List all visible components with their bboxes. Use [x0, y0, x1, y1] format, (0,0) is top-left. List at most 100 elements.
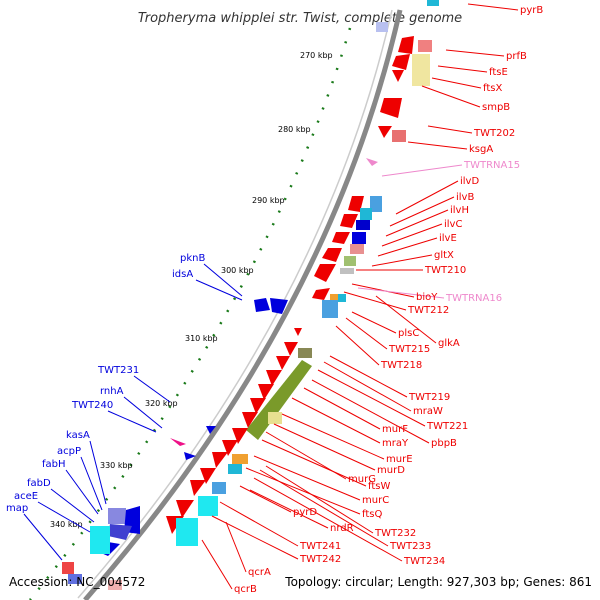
gene-label-ftsq[interactable]: ftsQ — [362, 509, 382, 520]
leader-line — [23, 513, 63, 561]
gene-label-prfb[interactable]: prfB — [506, 51, 527, 62]
gene-label-ftse[interactable]: ftsE — [489, 67, 508, 78]
leader-line — [37, 501, 91, 533]
gene-block — [232, 454, 248, 464]
gene-arrow — [170, 438, 186, 446]
gene-label-plsc[interactable]: plsC — [398, 328, 419, 339]
leader-line — [311, 379, 430, 444]
gene-label-ilve[interactable]: ilvE — [439, 233, 457, 244]
gene-label-fabd[interactable]: fabD — [27, 478, 51, 489]
gene-label-mure[interactable]: murE — [386, 454, 413, 465]
gene-label-mraw[interactable]: mraW — [413, 406, 443, 417]
gene-label-twt242[interactable]: TWT242 — [299, 554, 341, 565]
gene-label-fabh[interactable]: fabH — [42, 459, 66, 470]
gene-label-twtrna16[interactable]: TWTRNA16 — [445, 293, 502, 304]
gene-label-twt232[interactable]: TWT232 — [374, 528, 416, 539]
leader-line — [245, 467, 361, 515]
gene-arrow — [108, 524, 132, 540]
gene-label-murd[interactable]: murD — [377, 465, 405, 476]
leader-line — [65, 469, 99, 515]
leader-line — [437, 65, 488, 73]
gene-label-twtrna15[interactable]: TWTRNA15 — [463, 160, 520, 171]
leader-line — [89, 440, 107, 505]
gene-label-twt219[interactable]: TWT219 — [408, 392, 450, 403]
gene-label-ilvc[interactable]: ilvC — [444, 219, 462, 230]
gene-block — [212, 482, 226, 494]
gene-label-glka[interactable]: glkA — [438, 338, 460, 349]
gene-arrow — [222, 440, 238, 456]
leader-line — [211, 515, 299, 560]
gene-label-twt202[interactable]: TWT202 — [473, 128, 515, 139]
gene-label-twt234[interactable]: TWT234 — [403, 556, 445, 567]
leader-line — [357, 287, 445, 299]
gene-label-murg[interactable]: murG — [348, 474, 376, 485]
gene-label-twt212[interactable]: TWT212 — [407, 305, 449, 316]
gene-label-kasa[interactable]: kasA — [66, 430, 90, 441]
gene-label-ftsw[interactable]: ftsW — [368, 481, 390, 492]
gene-label-ilvd[interactable]: ilvD — [460, 176, 479, 187]
gene-label-twt215[interactable]: TWT215 — [388, 344, 430, 355]
leader-line — [381, 223, 443, 247]
gene-label-twt233[interactable]: TWT233 — [389, 541, 431, 552]
gene-label-twt210[interactable]: TWT210 — [424, 265, 466, 276]
gene-label-rnha[interactable]: rnhA — [100, 386, 124, 397]
leader-line — [195, 279, 243, 301]
genome-title: Tropheryma whipplei str. Twist, complete… — [138, 11, 462, 26]
gene-label-ftsx[interactable]: ftsX — [483, 83, 502, 94]
genome-summary-text: Topology: circular; Length: 927,303 bp; … — [284, 575, 592, 589]
kbp-tick-300: 300 kbp — [221, 266, 254, 275]
gene-label-twt240[interactable]: TWT240 — [71, 400, 113, 411]
leader-line — [249, 489, 329, 529]
gene-arrow — [184, 452, 196, 460]
gene-label-idsa[interactable]: idsA — [172, 269, 193, 280]
gene-label-mray[interactable]: mraY — [382, 438, 409, 449]
gene-label-twt218[interactable]: TWT218 — [380, 360, 422, 371]
gene-arrow — [378, 126, 392, 138]
gene-label-ilvh[interactable]: ilvH — [450, 205, 469, 216]
gene-label-pknb[interactable]: pknB — [180, 253, 205, 264]
gene-label-pyrd[interactable]: pyrD — [293, 507, 317, 518]
kbp-tick-labels: 270 kbp 280 kbp 290 kbp 300 kbp 310 kbp … — [50, 51, 333, 529]
accession-text: Accession: NC_004572 — [9, 575, 145, 589]
gene-arrow — [270, 298, 288, 314]
gene-label-twt231[interactable]: TWT231 — [97, 365, 139, 376]
gene-arrow — [200, 468, 216, 484]
leader-line — [427, 125, 473, 134]
gene-label-qcrb[interactable]: qcrB — [234, 584, 257, 595]
gene-label-murf[interactable]: murF — [382, 424, 408, 435]
gene-label-pyrb[interactable]: pyrB — [520, 5, 543, 16]
leader-line — [80, 456, 103, 511]
gene-label-pbpb[interactable]: pbpB — [431, 438, 457, 449]
gene-label-ilvb[interactable]: ilvB — [456, 192, 474, 203]
gene-label-ksga[interactable]: ksgA — [469, 144, 493, 155]
gene-arrow — [392, 54, 410, 70]
gene-label-nrdr[interactable]: nrdR — [330, 523, 354, 534]
leader-line — [351, 311, 397, 334]
leader-line — [123, 396, 163, 429]
gene-block — [268, 412, 282, 424]
gene-label-bioy[interactable]: bioY — [416, 292, 438, 303]
minus-strand-genes — [108, 0, 439, 590]
gene-label-gltx[interactable]: gltX — [434, 250, 454, 261]
gene-label-qcra[interactable]: qcrA — [248, 567, 271, 578]
gene-label-smpb[interactable]: smpB — [482, 102, 510, 113]
gene-label-twt221[interactable]: TWT221 — [426, 421, 468, 432]
gene-arrow — [284, 342, 298, 356]
leader-line — [421, 85, 481, 108]
leader-line — [371, 254, 433, 267]
gene-label-twt241[interactable]: TWT241 — [299, 541, 341, 552]
leader-line — [385, 209, 449, 237]
leader-line — [343, 291, 407, 311]
gene-label-map[interactable]: map — [6, 503, 28, 514]
gene-label-acpp[interactable]: acpP — [57, 446, 81, 457]
gene-block — [330, 294, 338, 302]
gene-arrow — [254, 298, 270, 312]
leader-line — [375, 295, 437, 344]
leader-line — [467, 3, 519, 11]
left-gene-labels: pknB idsA TWT231 rnhA TWT240 kasA acpP fabH fabD… — [6, 253, 205, 514]
leader-line — [133, 375, 171, 403]
gene-block — [90, 526, 110, 554]
gene-arrow — [266, 370, 282, 386]
gene-label-murc[interactable]: murC — [362, 495, 389, 506]
gene-label-acee[interactable]: aceE — [14, 491, 38, 502]
